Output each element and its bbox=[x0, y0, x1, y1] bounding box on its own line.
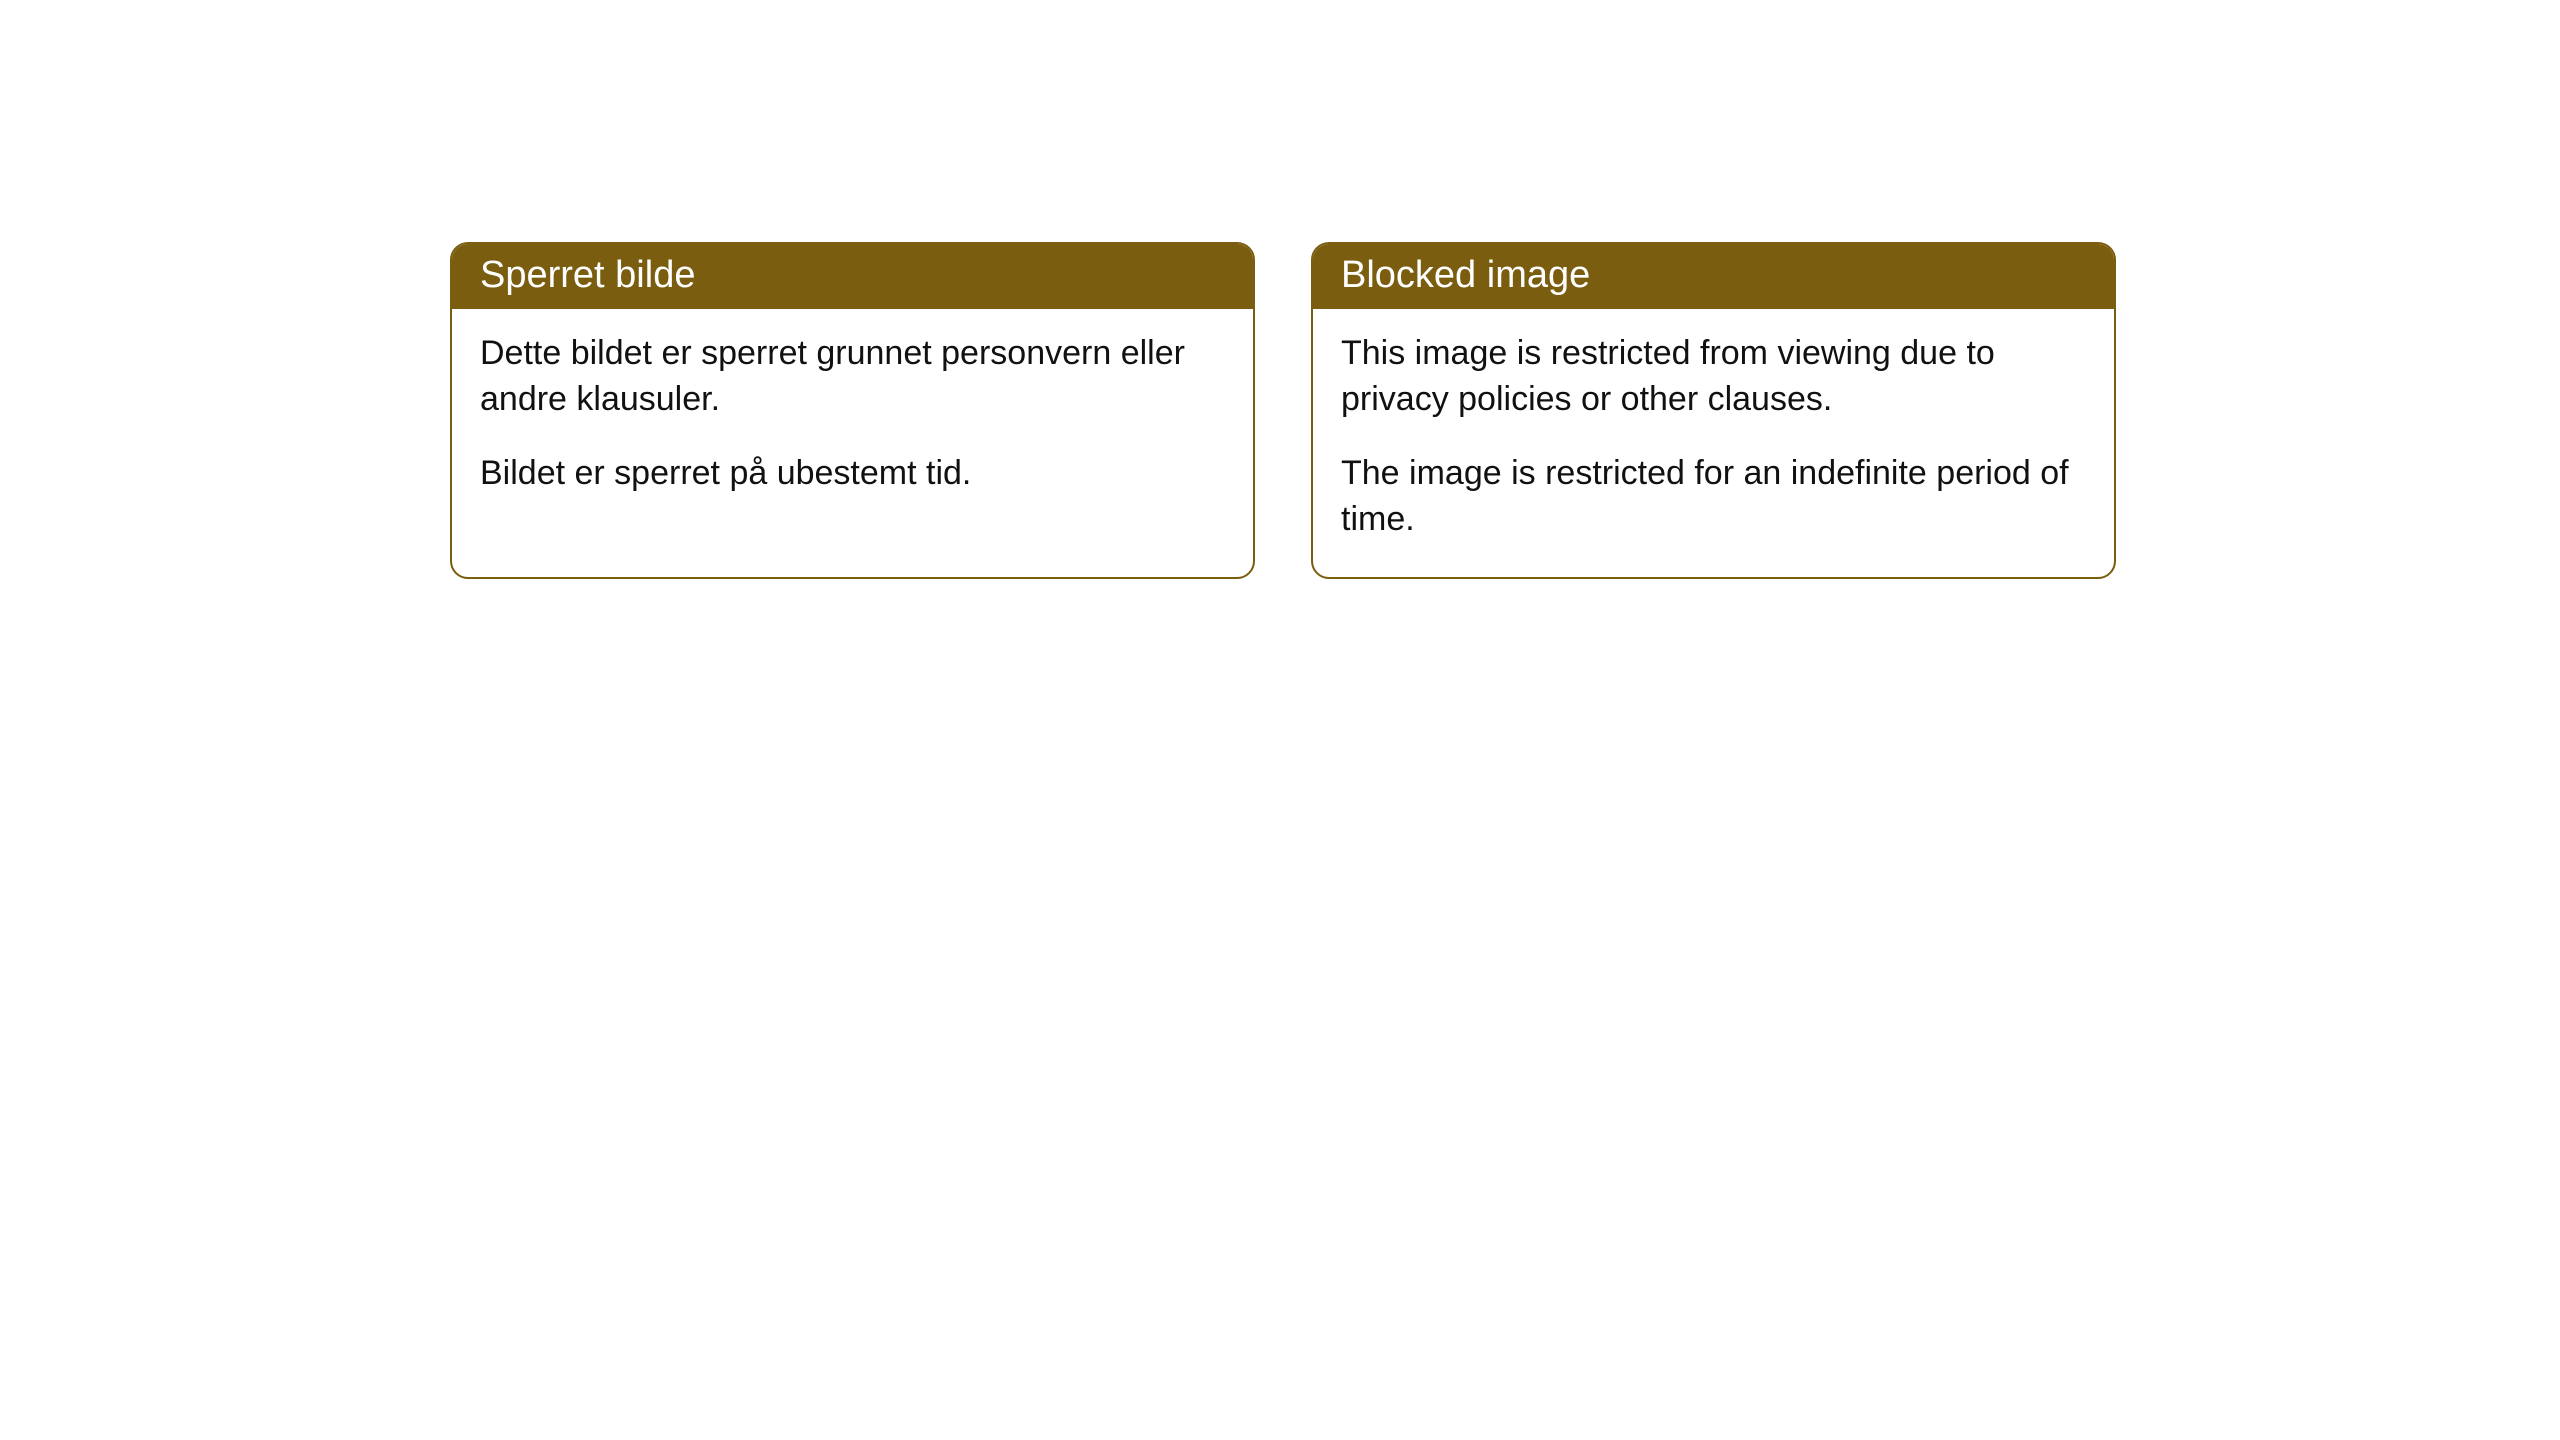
blocked-image-card-en: Blocked image This image is restricted f… bbox=[1311, 242, 2116, 579]
notice-cards-container: Sperret bilde Dette bildet er sperret gr… bbox=[450, 242, 2116, 579]
card-body-en: This image is restricted from viewing du… bbox=[1313, 309, 2114, 577]
card-body-no: Dette bildet er sperret grunnet personve… bbox=[452, 309, 1253, 531]
card-paragraph-en-1: This image is restricted from viewing du… bbox=[1341, 331, 2086, 423]
card-paragraph-en-2: The image is restricted for an indefinit… bbox=[1341, 451, 2086, 543]
card-header-en: Blocked image bbox=[1313, 244, 2114, 309]
card-paragraph-no-2: Bildet er sperret på ubestemt tid. bbox=[480, 451, 1225, 497]
card-header-no: Sperret bilde bbox=[452, 244, 1253, 309]
blocked-image-card-no: Sperret bilde Dette bildet er sperret gr… bbox=[450, 242, 1255, 579]
card-paragraph-no-1: Dette bildet er sperret grunnet personve… bbox=[480, 331, 1225, 423]
